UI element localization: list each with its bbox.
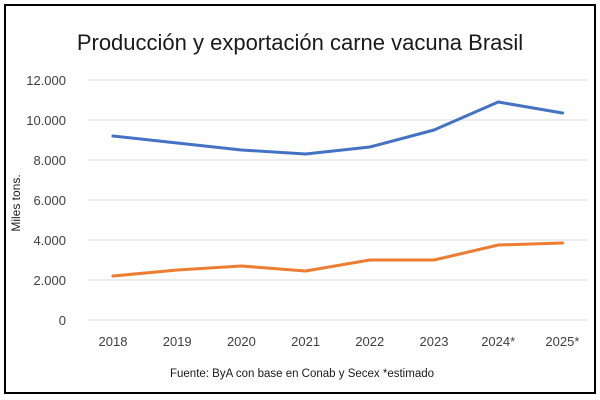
series-1-point [304,152,308,156]
y-tick-label: 4.000 [33,233,66,248]
y-tick-label: 8.000 [33,153,66,168]
chart-frame: Producción y exportación carne vacuna Br… [4,4,596,394]
series-2-point [560,241,564,245]
x-tick-label: 2019 [163,334,192,349]
series-2-point [239,264,243,268]
x-tick-label: 2021 [291,334,320,349]
series-1-point [111,134,115,138]
series-1-point [496,100,500,104]
y-tick-label: 0 [59,313,66,328]
y-tick-label: 6.000 [33,193,66,208]
series-2-point [304,269,308,273]
series-line-1 [111,100,564,156]
x-tick-label: 2022 [355,334,384,349]
y-tick-label: 2.000 [33,273,66,288]
x-tick-label: 2025* [545,334,579,349]
x-tick-labels: 2018 2019 2020 2021 2022 2023 2024* 2025* [99,334,580,349]
y-tick-label: 12.000 [26,73,66,88]
data-series [111,100,564,278]
series-1-point [560,111,564,115]
x-tick-label: 2018 [99,334,128,349]
y-axis-label: Miles tons. [9,174,23,231]
line-chart: Producción y exportación carne vacuna Br… [9,30,588,380]
series-1-point [432,128,436,132]
series-1-point [239,148,243,152]
y-tick-label: 10.000 [26,113,66,128]
series-2-point [111,274,115,278]
source-note: Fuente: ByA con base en Conab y Secex *e… [170,368,434,380]
x-tick-label: 2023 [420,334,449,349]
chart-title: Producción y exportación carne vacuna Br… [77,30,523,55]
series-2-point [175,268,179,272]
series-2-point [496,243,500,247]
y-tick-labels: 0 2.000 4.000 6.000 8.000 10.000 12.000 [26,73,66,328]
x-tick-label: 2024* [481,334,515,349]
x-tick-label: 2020 [227,334,256,349]
series-1-point [368,145,372,149]
gridlines [88,79,588,321]
series-2-point [432,258,436,262]
series-2-point [368,258,372,262]
series-line-2 [111,241,564,278]
series-1-point [175,141,179,145]
